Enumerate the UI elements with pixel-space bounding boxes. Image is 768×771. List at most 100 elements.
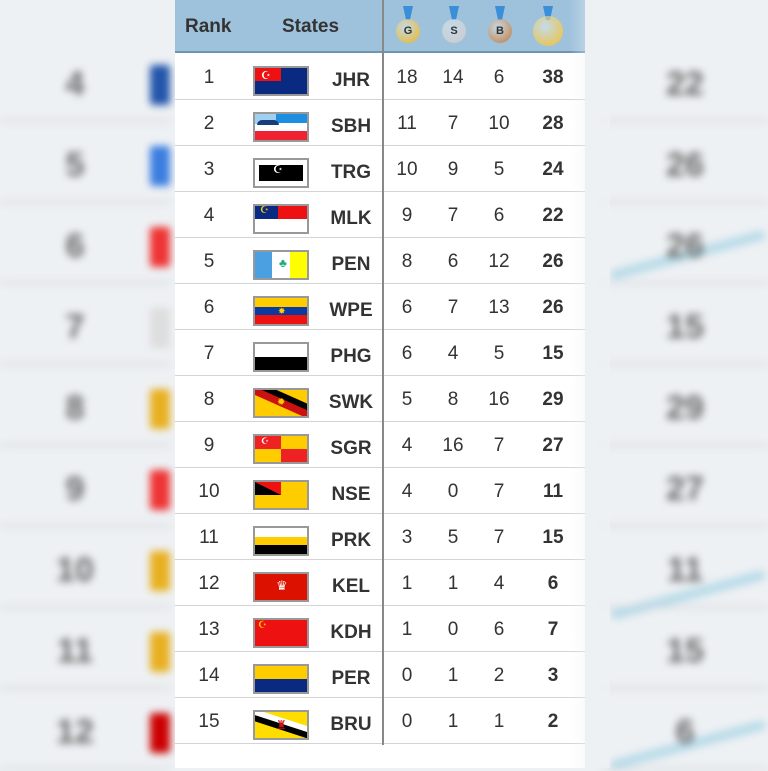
rank-cell: 10 <box>198 481 220 502</box>
total-medals-icon <box>533 6 563 46</box>
bg-total: 22 <box>666 65 704 103</box>
silver-count: 1 <box>447 711 459 732</box>
edge-fade <box>570 0 610 768</box>
rank-cell: 14 <box>198 665 220 686</box>
bg-total: 15 <box>666 308 704 346</box>
bg-total: 26 <box>666 227 704 265</box>
gold-count: 4 <box>401 481 413 502</box>
swk-flag-icon: ✹ <box>253 388 309 418</box>
silver-count: 7 <box>447 297 459 318</box>
bg-flag <box>150 551 170 591</box>
bronze-count: 13 <box>488 297 510 318</box>
table-row: 6 ✸ WPE 6 7 13 26 <box>175 284 585 330</box>
bg-total: 26 <box>666 146 704 184</box>
state-code: BRU <box>330 714 372 735</box>
table-row: 8 ✹ SWK 5 8 16 29 <box>175 376 585 422</box>
bg-rank: 9 <box>65 470 85 508</box>
total-count: 22 <box>542 205 564 226</box>
total-count: 26 <box>542 251 564 272</box>
bru-flag-icon: ♜ <box>253 710 309 740</box>
total-count: 38 <box>542 67 564 88</box>
gold-count: 18 <box>396 67 418 88</box>
silver-medal-icon: S <box>441 6 467 46</box>
bg-rank: 12 <box>56 713 94 751</box>
rank-cell: 12 <box>198 573 220 594</box>
bg-total: 15 <box>666 632 704 670</box>
gold-count: 6 <box>401 343 413 364</box>
bronze-count: 6 <box>493 205 505 226</box>
state-code: SWK <box>328 392 374 413</box>
bg-flag <box>150 227 170 267</box>
bg-rank: 4 <box>65 65 85 103</box>
gold-count: 5 <box>401 389 413 410</box>
total-count: 6 <box>547 573 559 594</box>
rank-cell: 3 <box>203 159 215 180</box>
bg-rank: 8 <box>65 389 85 427</box>
bg-flag <box>150 470 170 510</box>
gold-count: 0 <box>401 711 413 732</box>
state-code: KDH <box>330 622 372 643</box>
bg-flag <box>150 713 170 753</box>
bg-flag <box>150 632 170 672</box>
bg-flag <box>150 308 170 348</box>
table-row: 2 SBH 11 7 10 28 <box>175 100 585 146</box>
state-code: SGR <box>330 438 372 459</box>
states-column-header: States <box>282 16 340 37</box>
bronze-count: 5 <box>493 159 505 180</box>
phg-flag-icon <box>253 342 309 372</box>
jhr-flag-icon: ☪ <box>253 66 309 96</box>
bg-flag <box>150 65 170 105</box>
rank-cell: 5 <box>203 251 215 272</box>
silver-count: 7 <box>447 205 459 226</box>
silver-count: 16 <box>442 435 464 456</box>
total-count: 3 <box>547 665 559 686</box>
silver-count: 0 <box>447 481 459 502</box>
rank-cell: 11 <box>199 527 219 548</box>
gold-count: 11 <box>397 113 417 134</box>
total-count: 27 <box>542 435 564 456</box>
gold-count: 8 <box>401 251 413 272</box>
bronze-count: 7 <box>493 527 505 548</box>
table-row: 14 PER 0 1 2 3 <box>175 652 585 698</box>
bg-rank: 11 <box>57 632 93 670</box>
table-row: 11 PRK 3 5 7 15 <box>175 514 585 560</box>
trg-flag-icon: ☪ <box>253 158 309 188</box>
table-row: 15 ♜ BRU 0 1 1 2 <box>175 698 585 744</box>
bg-total: 11 <box>667 551 703 589</box>
gold-count: 9 <box>401 205 413 226</box>
state-code: PEN <box>331 254 371 275</box>
column-divider <box>382 0 384 745</box>
mlk-flag-icon: ☪ <box>253 204 309 234</box>
rank-cell: 15 <box>198 711 220 732</box>
state-code: PHG <box>330 346 372 367</box>
bg-rank: 5 <box>65 146 85 184</box>
bronze-count: 4 <box>493 573 505 594</box>
gold-count: 4 <box>401 435 413 456</box>
silver-count: 5 <box>447 527 459 548</box>
silver-count: 0 <box>447 619 459 640</box>
silver-count: 8 <box>447 389 459 410</box>
kdh-flag-icon: ☪ <box>253 618 309 648</box>
rank-cell: 9 <box>203 435 215 456</box>
rank-cell: 1 <box>203 67 215 88</box>
gold-count: 3 <box>401 527 413 548</box>
table-row: 1 ☪ JHR 18 14 6 38 <box>175 54 585 100</box>
state-code: TRG <box>330 162 372 183</box>
gold-count: 10 <box>396 159 418 180</box>
bg-rank: 6 <box>65 227 85 265</box>
pen-flag-icon: ♣ <box>253 250 309 280</box>
gold-medal-icon: G <box>395 6 421 46</box>
table-row: 13 ☪ KDH 1 0 6 7 <box>175 606 585 652</box>
silver-count: 6 <box>447 251 459 272</box>
bg-flag <box>150 389 170 429</box>
bronze-count: 6 <box>493 619 505 640</box>
rank-cell: 4 <box>203 205 215 226</box>
total-count: 29 <box>542 389 564 410</box>
total-count: 11 <box>542 481 564 502</box>
silver-count: 14 <box>442 67 464 88</box>
silver-count: 7 <box>447 113 459 134</box>
gold-count: 6 <box>401 297 413 318</box>
prk-flag-icon <box>253 526 309 556</box>
